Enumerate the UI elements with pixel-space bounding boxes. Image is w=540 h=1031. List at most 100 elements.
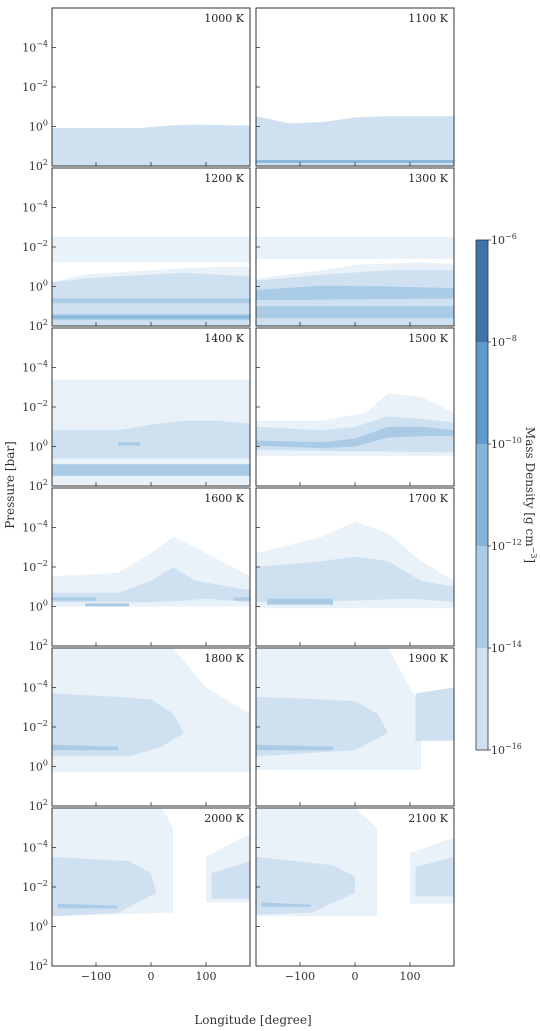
x-axis-label: Longitude [degree]: [194, 1013, 311, 1027]
panel-title: 1000 K: [204, 12, 244, 25]
panel-title: 1500 K: [408, 332, 448, 345]
y-tick-label: 102: [29, 958, 48, 973]
y-axis-label: Pressure [bar]: [3, 441, 17, 529]
y-tick-label: 10−2: [22, 719, 48, 734]
contour-region: [415, 687, 454, 741]
y-tick-label: 102: [29, 478, 48, 493]
contour-regions: [256, 393, 454, 456]
y-tick-label: 10−4: [22, 520, 48, 535]
colorbar-segment: [476, 546, 488, 648]
contour-regions: [256, 116, 454, 166]
x-tick-label: 100: [196, 970, 217, 983]
contour-regions: [52, 808, 250, 917]
y-tick-label: 10−2: [22, 399, 48, 414]
contour-region: [256, 426, 454, 449]
contour-regions: [52, 236, 250, 326]
contour-region: [52, 124, 250, 166]
y-tick-label: 102: [29, 638, 48, 653]
colorbar-tick-label: 10−10: [491, 436, 522, 451]
y-tick-label: 10−4: [22, 680, 48, 695]
contour-region: [256, 856, 355, 915]
panel-title: 1100 K: [408, 12, 448, 25]
y-tick-label: 100: [29, 919, 48, 934]
contour-region: [256, 744, 333, 751]
x-tick-label: −100: [81, 970, 111, 983]
y-tick-label: 10−4: [22, 360, 48, 375]
colorbar-frame: [475, 239, 489, 751]
colorbar: 10−16 10−14 10−12 10−10 10−8 10−6: [475, 232, 522, 757]
colorbar-tick-label: 10−8: [491, 334, 517, 349]
panel-title: 1600 K: [204, 492, 244, 505]
x-tick-label: 100: [400, 970, 421, 983]
contour-region: [267, 598, 333, 605]
colorbar-tick-label: 10−6: [491, 232, 517, 247]
panel-title: 1700 K: [408, 492, 448, 505]
contour-regions: [256, 648, 454, 770]
contour-region: [118, 442, 140, 446]
y-tick-label: 100: [29, 119, 48, 134]
contour-regions: [256, 521, 454, 609]
panel: 1100 K: [255, 7, 455, 167]
colorbar-tick-label: 10−12: [491, 538, 522, 553]
y-tick-label: 10−4: [22, 40, 48, 55]
x-tick-label: 0: [148, 970, 155, 983]
contour-region: [256, 116, 454, 166]
contour-regions: [52, 648, 250, 773]
panel: 1300 K: [255, 167, 455, 327]
y-tick-label: 100: [29, 439, 48, 454]
panel-title: 1200 K: [204, 172, 244, 185]
contour-region: [52, 856, 157, 917]
panel-title: 1300 K: [408, 172, 448, 185]
contour-region: [256, 306, 454, 319]
y-tick-label: 102: [29, 158, 48, 173]
contour-regions: [52, 536, 250, 607]
y-tick-label: 102: [29, 318, 48, 333]
contour-region: [52, 236, 250, 263]
contour-region: [52, 567, 250, 603]
panel-title: 1800 K: [204, 652, 244, 665]
panel-title: 2100 K: [408, 812, 448, 825]
contour-region: [52, 298, 250, 304]
contour-region: [52, 315, 250, 319]
panel: 1200 K 10−4 10−2 100 102: [22, 167, 251, 333]
contour-region: [85, 603, 129, 607]
y-tick-label: 102: [29, 798, 48, 813]
panel-grid: 1000 K 10−4 10−2 100 102 1100 K 1200 K 10−4 10−2…: [22, 7, 455, 983]
y-tick-label: 100: [29, 279, 48, 294]
x-tick-label: −100: [285, 970, 315, 983]
y-tick-label: 100: [29, 759, 48, 774]
colorbar-segment: [476, 648, 488, 750]
contour-region: [57, 903, 118, 909]
contour-region: [52, 693, 184, 757]
colorbar-segment: [476, 444, 488, 546]
y-tick-label: 10−4: [22, 200, 48, 215]
panel-title: 1400 K: [204, 332, 244, 345]
colorbar-tick-label: 10−14: [491, 640, 522, 655]
contour-region: [211, 861, 250, 899]
contour-regions: [256, 236, 454, 326]
contour-region: [256, 696, 388, 757]
y-tick-label: 10−2: [22, 79, 48, 94]
contour-region: [52, 464, 250, 476]
contour-region: [52, 420, 250, 459]
panel: 1400 K 10−4 10−2 100 102: [22, 327, 251, 493]
y-tick-label: 10−2: [22, 239, 48, 254]
contour-region: [256, 160, 454, 163]
contour-regions: [52, 124, 250, 166]
colorbar-segment: [476, 240, 488, 342]
panel-title: 1900 K: [408, 652, 448, 665]
y-tick-label: 100: [29, 599, 48, 614]
y-tick-label: 10−2: [22, 879, 48, 894]
contour-region: [256, 285, 454, 301]
panel: 1600 K 10−4 10−2 100 102: [22, 487, 251, 653]
panel: 2000 K 10−4 10−2 100 102 −100 0 100: [22, 807, 251, 983]
panel: 1000 K 10−4 10−2 100 102: [22, 7, 251, 173]
y-tick-label: 10−2: [22, 559, 48, 574]
contour-regions: [256, 808, 454, 917]
contour-region: [233, 597, 250, 601]
contour-region: [256, 236, 454, 259]
contour-region: [415, 856, 454, 897]
colorbar-label: Mass Density [g cm−3]: [523, 427, 538, 563]
panel: 1500 K: [255, 327, 455, 487]
